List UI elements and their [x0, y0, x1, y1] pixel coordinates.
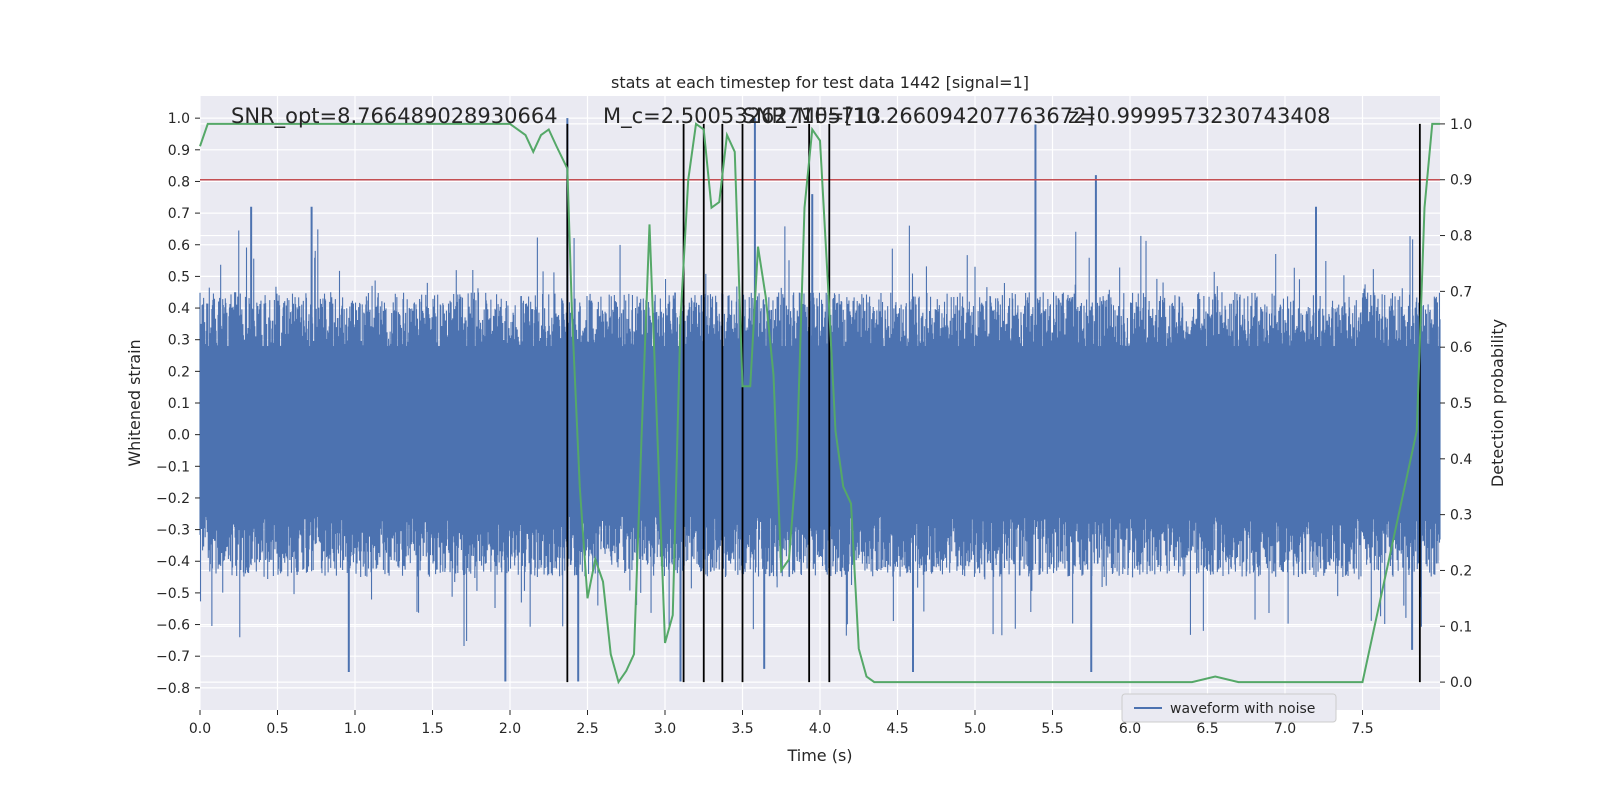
y-tick-label: 0.8: [168, 174, 190, 190]
x-tick-label: 1.5: [421, 721, 443, 737]
y-tick-label: −0.2: [156, 491, 190, 507]
y2-tick-label: 0.8: [1450, 229, 1472, 245]
y-tick-label: 0.7: [168, 206, 190, 222]
y-tick-label: 0.2: [168, 364, 190, 380]
y-tick-label: 0.4: [168, 301, 190, 317]
y2-tick-label: 0.1: [1450, 619, 1472, 635]
y-tick-label: −0.6: [156, 618, 190, 634]
y2-tick-label: 0.6: [1450, 340, 1472, 356]
y-tick-label: 0.0: [168, 428, 190, 444]
y-tick-label: 0.9: [168, 143, 190, 159]
legend: waveform with noise: [1121, 693, 1337, 723]
x-tick-label: 0.0: [189, 721, 211, 737]
y-tick-label: −0.8: [156, 681, 190, 697]
annotation-text: z=0.9999573230743408: [1068, 104, 1330, 128]
y2-tick-label: 0.0: [1450, 675, 1472, 691]
x-tick-label: 5.0: [964, 721, 986, 737]
x-tick-label: 4.0: [809, 721, 831, 737]
x-tick-label: 7.5: [1351, 721, 1373, 737]
x-tick-label: 1.0: [344, 721, 366, 737]
x-tick-label: 3.0: [654, 721, 676, 737]
annotations: SNR_opt=8.766489028930664 M_c=2.500532627…: [231, 104, 1330, 129]
legend-box: [1121, 693, 1337, 723]
y-tick-label: 0.5: [168, 269, 190, 285]
x-tick-label: 7.0: [1274, 721, 1296, 737]
x-tick-label: 5.5: [1041, 721, 1063, 737]
x-tick-label: 6.5: [1196, 721, 1218, 737]
y-tick-label: −0.7: [156, 649, 190, 665]
annotation-text: SNR_opt=8.766489028930664: [231, 104, 558, 129]
y2-tick-label: 0.9: [1450, 173, 1472, 189]
y2-tick-label: 0.3: [1450, 508, 1472, 524]
y-tick-label: 1.0: [168, 111, 190, 127]
waveform-series: [199, 118, 1441, 682]
waveform-core: [200, 346, 1440, 517]
x-tick-label: 3.5: [731, 721, 753, 737]
chart-title: stats at each timestep for test data 144…: [611, 73, 1029, 92]
y-tick-label: 0.3: [168, 333, 190, 349]
y-axis-title: Whitened strain: [125, 339, 144, 466]
annotation-text: SNR_MF=[10.266094207763672]: [743, 104, 1095, 129]
x-tick-label: 2.0: [499, 721, 521, 737]
y2-tick-label: 1.0: [1450, 117, 1472, 133]
y-tick-label: −0.5: [156, 586, 190, 602]
axes: 0.0 0.5 1.0 1.5 2.0 2.5 3.0 3.5 4.0 4.5 5.0 5.5 6.0 6…: [156, 111, 1472, 737]
y2-axis-title: Detection probability: [1488, 319, 1507, 487]
y2-tick-label: 0.7: [1450, 284, 1472, 300]
probability-line: [199, 122, 1440, 685]
probability-series: [199, 122, 1440, 685]
x-tick-label: 4.5: [886, 721, 908, 737]
annotation-text: M_c=2.500532627105713: [603, 104, 881, 129]
y2-tick-label: 0.2: [1450, 563, 1472, 579]
y-tick-label: −0.4: [156, 554, 190, 570]
y-tick-label: −0.1: [156, 459, 190, 475]
x-axis-title: Time (s): [786, 746, 852, 765]
marker-lines: [566, 123, 1421, 683]
y2-tick-label: 0.5: [1450, 396, 1472, 412]
y2-tick-label: 0.4: [1450, 452, 1472, 468]
x-tick-label: 2.5: [576, 721, 598, 737]
x-tick-label: 0.5: [266, 721, 288, 737]
y-tick-label: 0.6: [168, 238, 190, 254]
y-tick-label: 0.1: [168, 396, 190, 412]
y-tick-label: −0.3: [156, 523, 190, 539]
x-tick-label: 6.0: [1119, 721, 1141, 737]
legend-label: waveform with noise: [1170, 701, 1315, 717]
